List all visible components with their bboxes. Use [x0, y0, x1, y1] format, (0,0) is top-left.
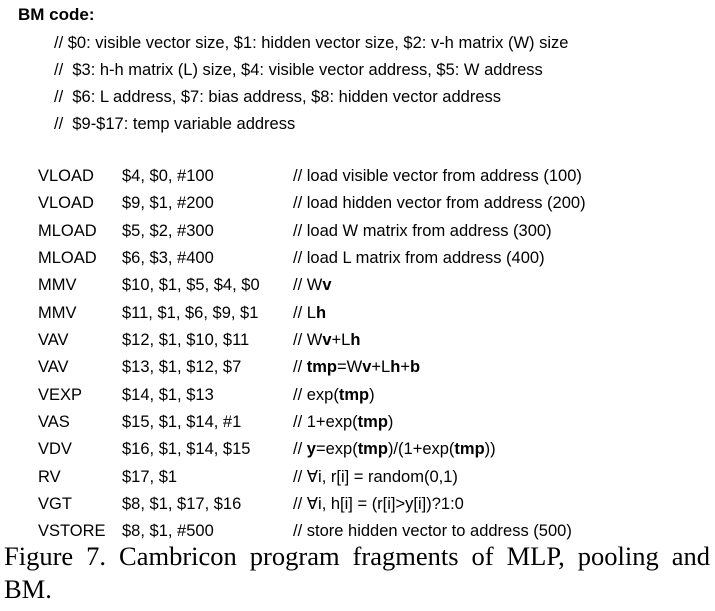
opcode: RV	[38, 467, 61, 486]
comment-text: ))	[484, 440, 496, 459]
header-comment-line: // $3: h-h matrix (L) size, $4: visible …	[54, 61, 543, 79]
opcode: VDV	[38, 440, 72, 459]
comment-text: // ∀i, r[i] = random(0,1)	[293, 467, 458, 486]
code-comment: // ∀i, r[i] = random(0,1)	[293, 464, 458, 491]
comment-text: // exp(	[293, 385, 339, 404]
comment-text: // W	[293, 276, 323, 295]
operands: $4, $0, #100	[122, 167, 214, 185]
operands: $5, $2, #300	[122, 221, 214, 240]
comment-bold-term: h	[315, 303, 327, 322]
opcode: VEXP	[38, 385, 83, 404]
comment-text: =W	[337, 358, 363, 377]
comment-bold-term: y	[306, 440, 316, 459]
comment-text: //	[293, 440, 307, 459]
code-comment: // load W matrix from address (300)	[293, 218, 552, 245]
comment-bold-term: h	[390, 358, 401, 377]
comment-text: )	[369, 385, 375, 404]
code-comment: // tmp=Wv+Lh+b	[293, 354, 420, 381]
opcode: VAV	[38, 331, 69, 350]
code-comment: // load hidden vector from address (200)	[293, 190, 586, 217]
comment-text: // W	[293, 331, 323, 350]
comment-text: // load W matrix from address (300)	[293, 221, 552, 240]
comment-text: =exp(	[315, 440, 358, 459]
comment-text: // load visible vector from address (100…	[293, 167, 582, 185]
comment-text: +L	[331, 331, 351, 350]
opcode: VLOAD	[38, 167, 94, 185]
comment-text: // load hidden vector from address (200)	[293, 194, 586, 213]
operands: $13, $1, $12, $7	[122, 358, 242, 377]
comment-text: )/(1+exp(	[387, 440, 455, 459]
code-comment: // Lh	[293, 300, 326, 327]
comment-text: //	[293, 358, 307, 377]
opcode: VAV	[38, 358, 69, 377]
operands: $12, $1, $10, $11	[122, 331, 250, 350]
operands: $17, $1	[122, 467, 178, 486]
comment-bold-term: tmp	[357, 440, 388, 459]
comment-bold-term: h	[350, 331, 361, 350]
opcode: MMV	[38, 303, 77, 322]
comment-bold-term: v	[322, 331, 332, 350]
operands: $14, $1, $13	[122, 385, 214, 404]
comment-text: )	[387, 413, 394, 432]
opcode: VGT	[38, 495, 72, 514]
code-comment: // store hidden vector to address (500)	[293, 518, 572, 545]
comment-text: // load L matrix from address (400)	[293, 249, 545, 268]
header-comment-line: // $9-$17: temp variable address	[54, 115, 296, 133]
code-comment: // 1+exp(tmp)	[293, 409, 393, 436]
code-comment: // load L matrix from address (400)	[293, 245, 545, 272]
comment-text: +	[400, 358, 410, 377]
opcode: MLOAD	[38, 249, 97, 268]
comment-bold-term: tmp	[306, 358, 338, 377]
operands: $11, $1, $6, $9, $1	[122, 303, 259, 322]
comment-bold-term: tmp	[338, 385, 370, 404]
operands: $10, $1, $5, $4, $0	[122, 276, 260, 295]
operands: $8, $1, #500	[122, 522, 214, 541]
opcode: MLOAD	[38, 221, 97, 240]
comment-text: // 1+exp(	[293, 413, 358, 432]
code-heading: BM code:	[18, 5, 95, 24]
opcode: VAS	[38, 413, 70, 432]
operands: $15, $1, $14, #1	[122, 413, 242, 432]
operands: $8, $1, $17, $16	[122, 495, 242, 514]
code-comment: // Wv+Lh	[293, 327, 360, 354]
comment-text: // L	[293, 303, 316, 322]
header-comment-line: // $0: visible vector size, $1: hidden v…	[54, 34, 569, 52]
header-comment-line: // $6: L address, $7: bias address, $8: …	[54, 88, 501, 106]
code-comment: // Wv	[293, 272, 332, 299]
opcode: MMV	[38, 276, 77, 295]
operands: $6, $3, #400	[122, 249, 214, 268]
operands: $16, $1, $14, $15	[122, 440, 251, 459]
code-comment: // y=exp(tmp)/(1+exp(tmp))	[293, 436, 496, 463]
comment-text: // ∀i, h[i] = (r[i]>y[i])?1:0	[293, 495, 464, 514]
figure-caption: Figure 7. Cambricon program fragments of…	[4, 541, 710, 604]
operands: $9, $1, #200	[122, 194, 214, 213]
comment-text: // store hidden vector to address (500)	[293, 522, 572, 541]
opcode: VLOAD	[38, 194, 94, 213]
opcode: VSTORE	[38, 522, 106, 541]
code-comment: // ∀i, h[i] = (r[i]>y[i])?1:0	[293, 491, 464, 518]
comment-bold-term: v	[362, 358, 372, 377]
code-comment: // load visible vector from address (100…	[293, 163, 582, 190]
comment-bold-term: b	[409, 358, 421, 377]
header-comments: // $0: visible vector size, $1: hidden v…	[54, 30, 568, 138]
comment-bold-term: tmp	[357, 413, 388, 432]
comment-bold-term: v	[322, 276, 332, 295]
comment-text: +L	[371, 358, 391, 377]
code-comment: // exp(tmp)	[293, 382, 375, 409]
comment-bold-term: tmp	[454, 440, 485, 459]
